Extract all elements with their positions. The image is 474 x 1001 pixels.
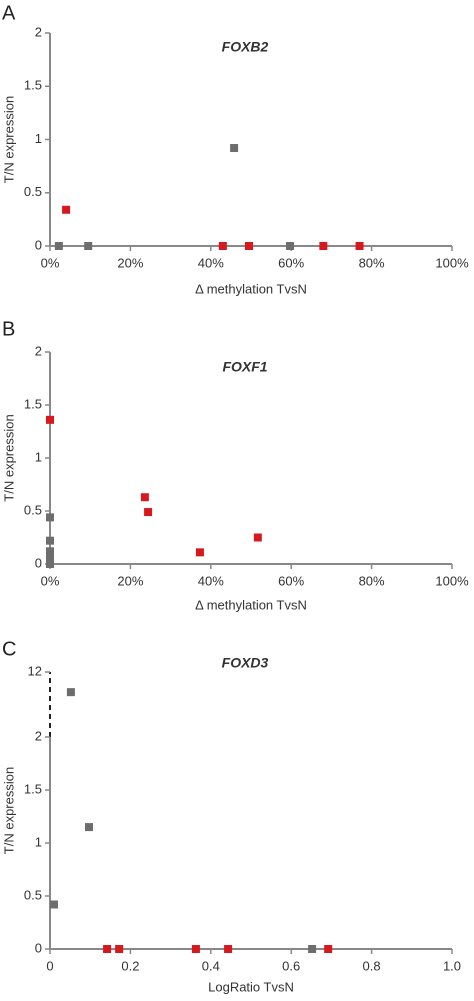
point	[308, 945, 317, 953]
y-axis-title: T/N expression	[1, 767, 16, 854]
point	[253, 533, 262, 542]
x-tick-label: 40%	[198, 573, 224, 588]
y-tick-label: 0.5	[24, 887, 42, 902]
chart-title: FOXF1	[222, 359, 267, 375]
x-axis-title: Δ methylation TvsN	[195, 281, 307, 296]
y-tick-label: 0.5	[24, 184, 42, 199]
x-tick-label: 100%	[435, 573, 469, 588]
x-tick-label: 0%	[41, 573, 60, 588]
point	[62, 205, 71, 214]
y-tick-label: 0.5	[24, 502, 42, 517]
point	[84, 242, 93, 250]
y-axis-title: T/N expression	[1, 96, 16, 183]
point	[46, 536, 54, 545]
x-tick-label: 0.8	[363, 958, 381, 973]
y-tick-label: 1	[35, 449, 42, 464]
point	[46, 560, 54, 568]
point	[230, 144, 239, 153]
chart-title: FOXD3	[222, 655, 269, 671]
x-axis-title: LogRatio TvsN	[208, 979, 294, 994]
point	[115, 945, 124, 953]
x-tick-label: 20%	[117, 573, 143, 588]
panel-label: C	[2, 638, 16, 660]
point	[195, 548, 204, 557]
x-tick-label: 20%	[117, 255, 143, 270]
point	[46, 547, 54, 556]
point	[84, 823, 93, 832]
x-tick-label: 1.0	[443, 958, 461, 973]
point	[140, 493, 149, 502]
point	[218, 242, 227, 250]
y-tick-label: 1.5	[24, 781, 42, 796]
point	[191, 945, 200, 953]
point	[224, 945, 233, 953]
x-tick-label: 60%	[278, 255, 304, 270]
point	[46, 551, 54, 560]
x-axis-title: Δ methylation TvsN	[195, 597, 307, 612]
x-tick-label: 0.4	[202, 958, 220, 973]
point	[324, 945, 333, 953]
y-tick-label: 0	[35, 555, 42, 570]
y-tick-label: 1.5	[24, 396, 42, 411]
y-tick-label: 12	[28, 663, 42, 678]
point	[355, 242, 364, 250]
x-tick-label: 0.2	[121, 958, 139, 973]
x-tick-label: 80%	[359, 255, 385, 270]
panel-label: B	[2, 318, 15, 340]
point	[103, 945, 112, 953]
point	[144, 508, 153, 517]
y-tick-label: 0	[35, 940, 42, 955]
point	[319, 242, 328, 250]
point	[244, 242, 253, 250]
y-tick-label: 0	[35, 237, 42, 252]
x-tick-label: 0.6	[282, 958, 300, 973]
y-tick-label: 2	[35, 728, 42, 743]
point	[46, 415, 54, 424]
x-tick-label: 40%	[198, 255, 224, 270]
point	[50, 900, 59, 909]
point	[54, 242, 63, 250]
y-tick-label: 1.5	[24, 78, 42, 93]
point	[46, 513, 54, 522]
y-tick-label: 1	[35, 834, 42, 849]
y-tick-label: 2	[35, 24, 42, 39]
point	[66, 688, 75, 697]
y-axis-title: T/N expression	[1, 414, 16, 501]
x-tick-label: 80%	[359, 573, 385, 588]
x-tick-label: 0	[46, 958, 53, 973]
point	[285, 242, 294, 250]
point	[46, 555, 54, 564]
y-tick-label: 2	[35, 343, 42, 358]
x-tick-label: 60%	[278, 573, 304, 588]
y-tick-label: 1	[35, 131, 42, 146]
x-tick-label: 100%	[435, 255, 469, 270]
chart-title: FOXB2	[222, 39, 269, 55]
panel-label: A	[2, 2, 16, 24]
x-tick-label: 0%	[41, 255, 60, 270]
